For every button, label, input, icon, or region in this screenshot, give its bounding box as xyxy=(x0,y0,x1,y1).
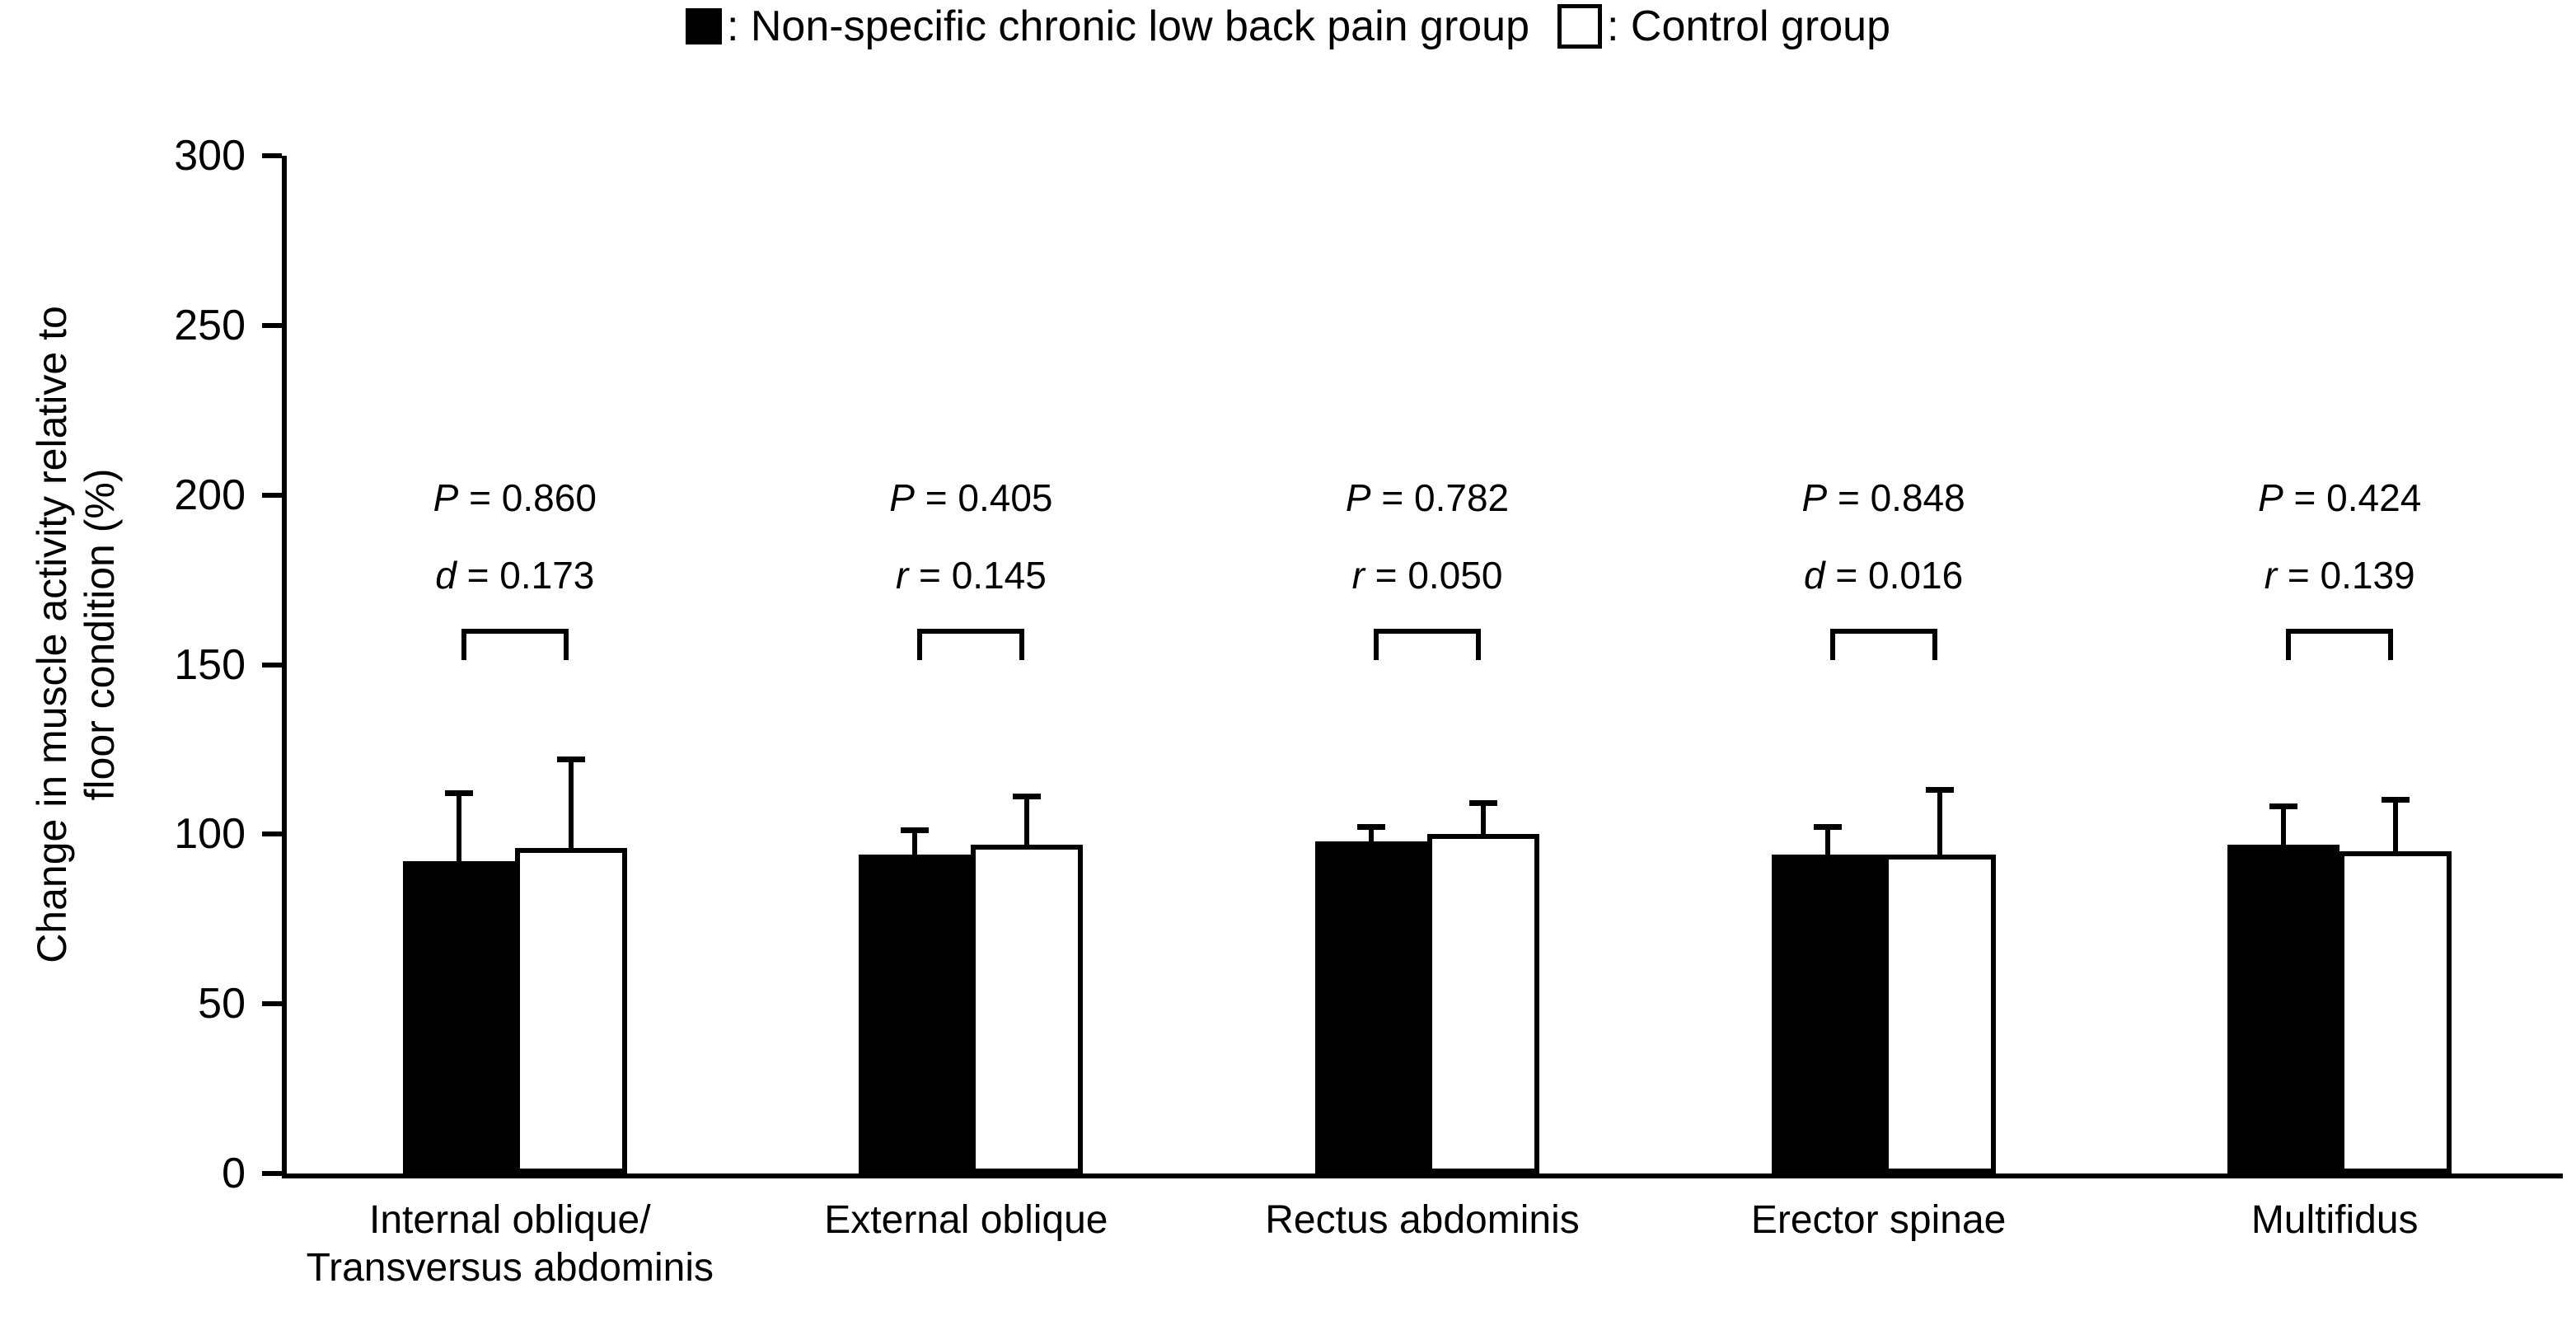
error-whisker xyxy=(1824,824,1830,857)
y-tick-mark xyxy=(262,1001,282,1007)
bar-control xyxy=(971,844,1084,1173)
stat-line-effect: d = 0.016 xyxy=(1804,554,1964,597)
error-whisker xyxy=(1369,824,1374,843)
error-whisker xyxy=(456,789,461,864)
comparison-bracket xyxy=(2286,629,2394,660)
error-whisker xyxy=(1481,800,1486,836)
bar-pain xyxy=(402,861,515,1173)
error-cap xyxy=(556,756,585,762)
y-tick-mark xyxy=(262,662,282,668)
error-cap xyxy=(1813,823,1842,830)
x-category-label: Multifidus xyxy=(2250,1198,2419,1242)
y-tick-label: 50 xyxy=(198,980,246,1028)
legend-pain-label: : Non-specific chronic low back pain gro… xyxy=(726,2,1530,50)
stat-line-effect: r = 0.139 xyxy=(2264,554,2415,597)
bar-control xyxy=(2339,850,2452,1173)
x-category-label: External oblique xyxy=(824,1198,1108,1242)
stat-symbol: r xyxy=(1351,554,1365,597)
bar-pain xyxy=(859,855,972,1173)
plot-area: P = 0.860 d = 0.173 P = 0.405 r = 0.145 P = … xyxy=(282,156,2563,1178)
y-tick-mark xyxy=(262,322,282,328)
bar-control xyxy=(514,847,627,1173)
stat-line-effect: r = 0.050 xyxy=(1351,554,1503,597)
stat-line-p: P = 0.405 xyxy=(889,476,1053,519)
y-tick-label: 150 xyxy=(174,640,246,689)
error-whisker xyxy=(568,756,574,850)
error-cap xyxy=(444,789,473,796)
error-whisker xyxy=(2393,797,2399,853)
stat-symbol: d xyxy=(435,554,457,597)
stat-symbol: P xyxy=(1801,476,1828,519)
y-tick-mark xyxy=(262,831,282,837)
y-tick-label: 300 xyxy=(174,132,246,180)
stat-symbol: P xyxy=(2258,476,2283,519)
stat-symbol: P xyxy=(1345,476,1371,519)
x-category-label: Rectus abdominis xyxy=(1265,1198,1580,1242)
stat-symbol: d xyxy=(1804,554,1825,597)
bar-pain xyxy=(2227,844,2340,1173)
x-category-label: Erector spinae xyxy=(1750,1198,2007,1242)
open-square-icon xyxy=(1557,4,1603,49)
error-cap xyxy=(2269,803,2298,810)
y-axis-title-line2: floor condition (%) xyxy=(77,468,123,801)
error-cap xyxy=(1925,786,1954,793)
error-whisker xyxy=(2281,803,2287,846)
error-cap xyxy=(2382,797,2410,803)
error-whisker xyxy=(1024,793,1030,846)
comparison-bracket xyxy=(1374,629,1481,660)
filled-square-icon xyxy=(685,8,722,45)
y-tick-label: 0 xyxy=(222,1150,246,1197)
error-cap xyxy=(901,827,930,834)
comparison-bracket xyxy=(917,629,1025,660)
stat-symbol: r xyxy=(2264,554,2278,597)
y-axis-title-line1: Change in muscle activity relative to xyxy=(29,306,75,963)
x-category-label: Internal oblique/ Transversus abdominis xyxy=(306,1198,714,1290)
bar-pain xyxy=(1315,841,1427,1173)
stat-line-p: P = 0.860 xyxy=(433,476,597,519)
stat-symbol: P xyxy=(433,476,459,519)
bar-control xyxy=(1427,834,1539,1173)
legend: : Non-specific chronic low back pain gro… xyxy=(0,2,2576,51)
y-axis-title: Change in muscle activity relative to fl… xyxy=(28,306,124,963)
bar-pain xyxy=(1771,855,1884,1173)
bar-control xyxy=(1883,855,1996,1173)
stat-symbol: r xyxy=(895,554,909,597)
error-whisker xyxy=(1937,786,1942,857)
stat-line-effect: r = 0.145 xyxy=(895,554,1047,597)
y-tick-label: 250 xyxy=(174,301,246,349)
comparison-bracket xyxy=(1829,629,1937,660)
stat-line-effect: d = 0.173 xyxy=(435,554,595,597)
stat-line-p: P = 0.782 xyxy=(1345,476,1510,519)
y-tick-label: 200 xyxy=(174,471,246,519)
y-tick-mark xyxy=(262,153,282,158)
error-cap xyxy=(1357,823,1385,830)
y-tick-label: 100 xyxy=(174,810,246,859)
error-cap xyxy=(1469,800,1497,807)
y-tick-mark xyxy=(262,1171,282,1176)
error-cap xyxy=(1013,793,1042,799)
stat-symbol: P xyxy=(889,476,915,519)
y-tick-mark xyxy=(262,492,282,498)
stat-line-p: P = 0.848 xyxy=(1801,476,1965,519)
comparison-bracket xyxy=(461,629,569,660)
stat-line-p: P = 0.424 xyxy=(2258,476,2422,519)
legend-control-label: : Control group xyxy=(1607,2,1890,50)
error-whisker xyxy=(912,827,918,857)
